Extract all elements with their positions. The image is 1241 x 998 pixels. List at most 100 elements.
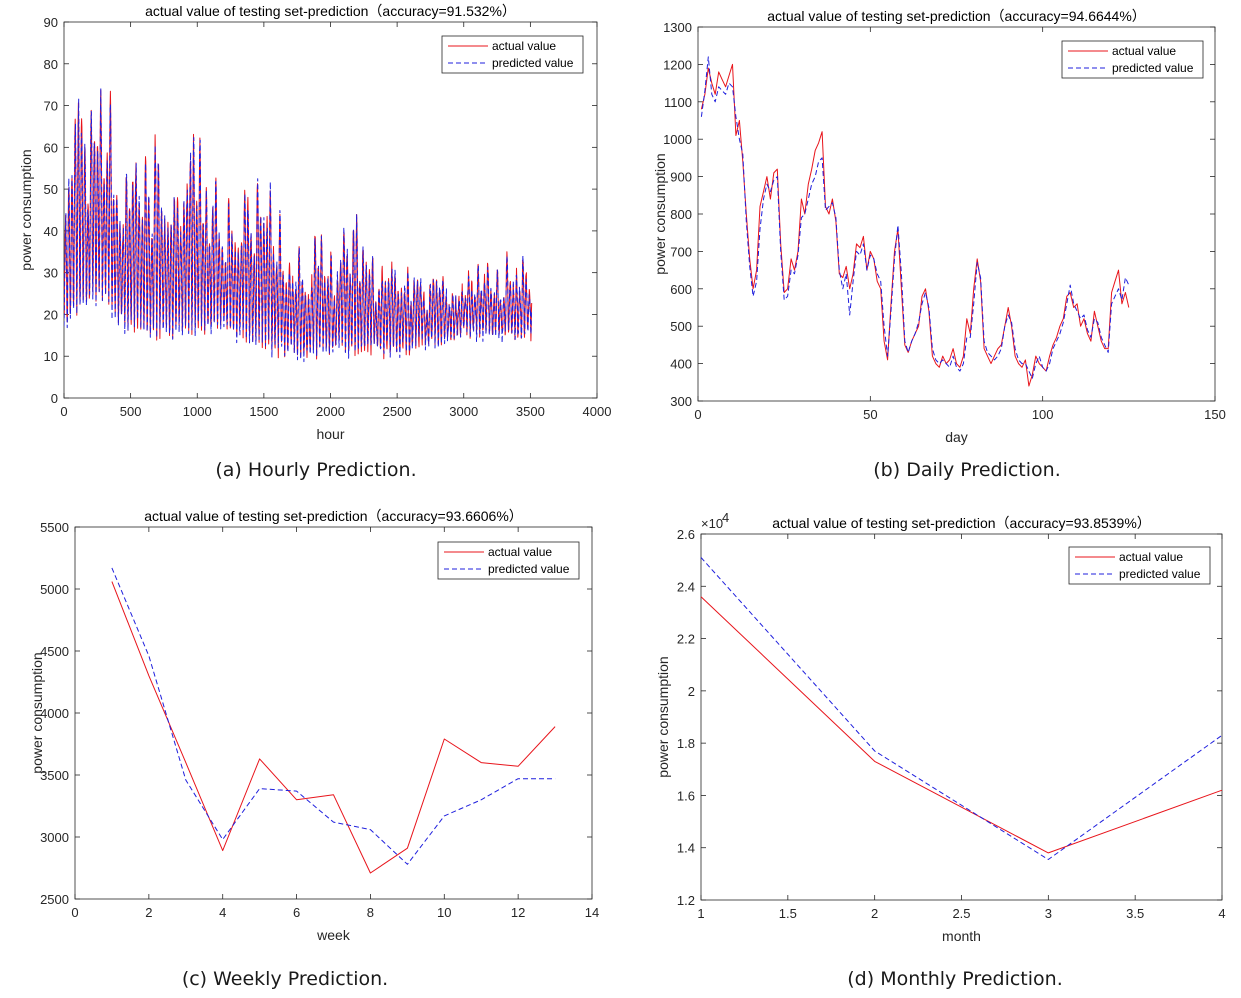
x-axis-label: hour	[316, 426, 344, 442]
x-tick-label: 150	[1204, 407, 1226, 422]
y-tick-label: 2.4	[677, 579, 695, 594]
y-tick-label: 3500	[40, 768, 69, 783]
y-tick-label: 1100	[664, 95, 692, 110]
y-tick-label: 90	[44, 15, 58, 30]
y-tick-label: 1200	[663, 57, 692, 72]
x-tick-label: 100	[1032, 407, 1054, 422]
legend-actual-label: actual value	[1119, 550, 1183, 564]
legend-actual-label: actual value	[492, 39, 556, 53]
y-tick-label: 2.6	[677, 527, 695, 542]
y-tick-label: 5500	[40, 520, 69, 535]
y-tick-label: 1.6	[677, 788, 695, 803]
y-axis-label: power consumption	[18, 149, 34, 270]
y-axis-label: power consumption	[652, 153, 668, 274]
x-tick-label: 50	[863, 407, 877, 422]
y-tick-label: 800	[670, 207, 692, 222]
y-tick-label: 2500	[40, 892, 69, 907]
y-tick-label: 60	[44, 140, 58, 155]
caption-daily: (b) Daily Prediction.	[873, 459, 1061, 481]
plot-frame	[63, 21, 598, 399]
series-line-predicted	[64, 87, 533, 363]
chart-title: actual value of testing set-prediction（a…	[145, 3, 516, 19]
y-tick-label: 70	[44, 99, 58, 114]
x-tick-label: 2	[145, 905, 152, 920]
x-tick-label: 6	[293, 905, 300, 920]
y-tick-label: 1.8	[677, 736, 695, 751]
x-tick-label: 1	[697, 906, 704, 921]
y-tick-label: 4500	[40, 644, 69, 659]
caption-hourly: (a) Hourly Prediction.	[215, 459, 417, 481]
legend-box	[1061, 40, 1204, 79]
series-line-actual	[700, 596, 1223, 854]
x-axis-label: month	[942, 928, 981, 944]
caption-weekly: (c) Weekly Prediction.	[181, 968, 389, 990]
y-tick-label: 4000	[40, 706, 69, 721]
legend-predicted-label: predicted value	[1119, 567, 1201, 581]
y-axis-label: power consumption	[29, 652, 45, 773]
x-tick-label: 1.5	[779, 906, 797, 921]
y-axis-exponent: ×10	[701, 516, 723, 531]
x-axis-label: week	[316, 927, 351, 943]
x-tick-label: 1500	[249, 404, 278, 419]
y-tick-label: 1.2	[677, 893, 695, 908]
y-tick-label: 1300	[663, 20, 692, 35]
x-tick-label: 4	[219, 905, 226, 920]
y-tick-label: 10	[44, 349, 58, 364]
series-line-predicted	[700, 56, 1130, 380]
x-tick-label: 4	[1218, 906, 1225, 921]
x-tick-label: 2	[871, 906, 878, 921]
y-tick-label: 40	[44, 224, 58, 239]
y-tick-label: 1000	[663, 132, 692, 147]
y-tick-label: 2.2	[677, 632, 695, 647]
y-tick-label: 1.4	[677, 841, 695, 856]
y-tick-label: 2	[688, 684, 695, 699]
x-tick-label: 3500	[516, 404, 545, 419]
y-tick-label: 300	[670, 394, 692, 409]
x-tick-label: 0	[71, 905, 78, 920]
x-tick-label: 14	[585, 905, 599, 920]
monthly-prediction-chart: 1 1.5 2 2.5 3 3.5 4 1.2 1.4 1.6 1.8 2 2.2 2.4 2.6 actua…	[655, 510, 1226, 944]
y-tick-label: 0	[51, 391, 58, 406]
y-tick-label: 900	[670, 170, 692, 185]
hourly-series-group	[64, 87, 533, 363]
legend-predicted-label: predicted value	[1112, 61, 1194, 75]
legend-box	[441, 35, 584, 74]
y-tick-label: 3000	[40, 830, 69, 845]
y-tick-label: 500	[670, 319, 692, 334]
x-tick-label: 0	[60, 404, 67, 419]
x-tick-label: 10	[437, 905, 451, 920]
series-line-actual	[111, 581, 556, 874]
chart-title: actual value of testing set-prediction（a…	[772, 515, 1151, 531]
plot-frame	[74, 526, 593, 900]
legend-actual-label: actual value	[488, 545, 552, 559]
x-tick-label: 12	[511, 905, 525, 920]
x-tick-label: 8	[367, 905, 374, 920]
legend-actual-label: actual value	[1112, 44, 1176, 58]
y-tick-label: 700	[670, 244, 692, 259]
x-tick-label: 2.5	[952, 906, 970, 921]
x-tick-label: 4000	[583, 404, 612, 419]
x-tick-label: 2000	[316, 404, 345, 419]
plot-frame	[697, 26, 1216, 402]
weekly-prediction-chart: 0 2 4 6 8 10 12 14 2500 3000 3500 4000 4500 5000 5500 a…	[29, 508, 599, 943]
x-tick-label: 2500	[383, 404, 412, 419]
x-tick-label: 3000	[449, 404, 478, 419]
x-tick-label: 3	[1045, 906, 1052, 921]
series-line-predicted	[700, 557, 1223, 860]
legend-box	[1068, 546, 1211, 585]
hourly-prediction-chart: 0 500 1000 1500 2000 2500 3000 3500 4000 0 10 20 30 4…	[18, 3, 611, 442]
x-tick-label: 3.5	[1126, 906, 1144, 921]
y-tick-label: 20	[44, 307, 58, 322]
legend-predicted-label: predicted value	[488, 562, 570, 576]
chart-title: actual value of testing set-prediction（a…	[767, 8, 1146, 24]
y-tick-label: 400	[670, 357, 692, 372]
y-tick-label: 5000	[40, 582, 69, 597]
legend-predicted-label: predicted value	[492, 56, 574, 70]
y-tick-label: 50	[44, 182, 58, 197]
y-tick-label: 600	[670, 282, 692, 297]
plot-frame	[700, 533, 1223, 901]
x-tick-label: 500	[120, 404, 142, 419]
x-axis-label: day	[945, 429, 968, 445]
series-line-predicted	[111, 567, 556, 865]
